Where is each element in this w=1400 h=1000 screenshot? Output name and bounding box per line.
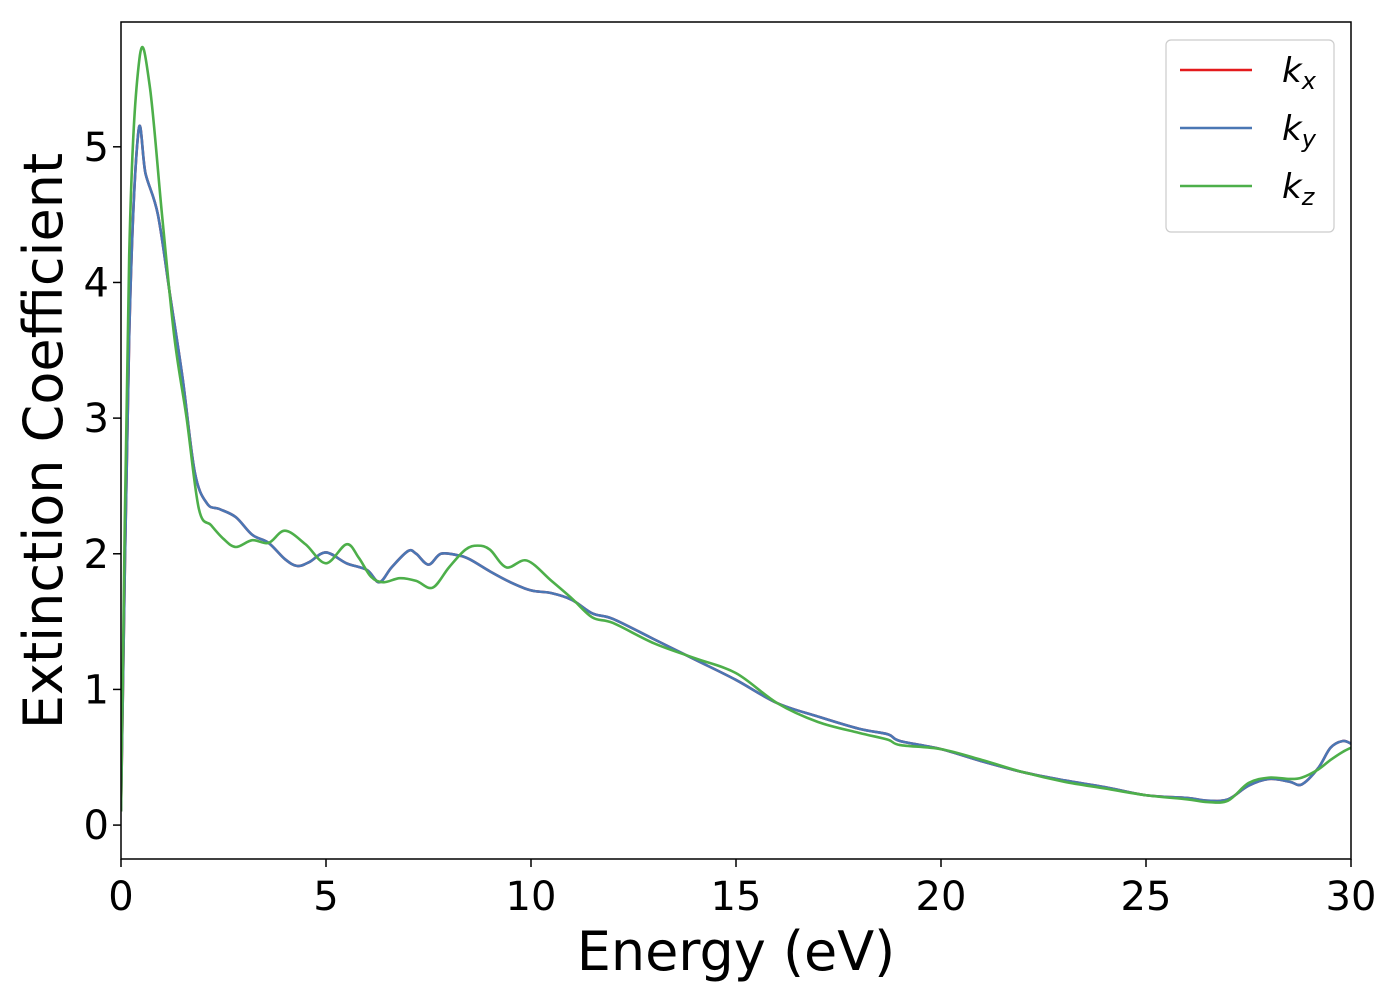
legend: kx ky kz bbox=[1165, 39, 1335, 233]
legend-label-kz: kz bbox=[1282, 167, 1316, 211]
x-tick-label: 5 bbox=[313, 874, 338, 920]
y-tick-label: 5 bbox=[84, 125, 109, 171]
ticks-layer: 0 5 10 15 20 25 30 0 1 2 3 4 5 bbox=[84, 125, 1377, 920]
y-tick-label: 0 bbox=[84, 803, 109, 849]
x-tick-label: 15 bbox=[711, 874, 762, 920]
legend-label-kx: kx bbox=[1282, 51, 1317, 95]
series-layer bbox=[121, 45, 1351, 812]
x-tick-label: 25 bbox=[1121, 874, 1172, 920]
series-line-kz bbox=[121, 45, 1351, 812]
x-tick-label: 0 bbox=[108, 874, 133, 920]
x-tick-label: 20 bbox=[916, 874, 967, 920]
y-tick-label: 3 bbox=[84, 396, 109, 442]
x-axis-title: Energy (eV) bbox=[577, 920, 896, 983]
legend-label-ky: ky bbox=[1282, 109, 1317, 153]
x-tick-label: 10 bbox=[506, 874, 557, 920]
legend-box bbox=[1165, 39, 1335, 233]
y-axis-title: Extinction Coefficient bbox=[12, 153, 75, 729]
y-tick-label: 1 bbox=[84, 667, 109, 713]
y-tick-label: 4 bbox=[84, 260, 109, 306]
x-tick-label: 30 bbox=[1326, 874, 1377, 920]
y-tick-label: 2 bbox=[84, 532, 109, 578]
